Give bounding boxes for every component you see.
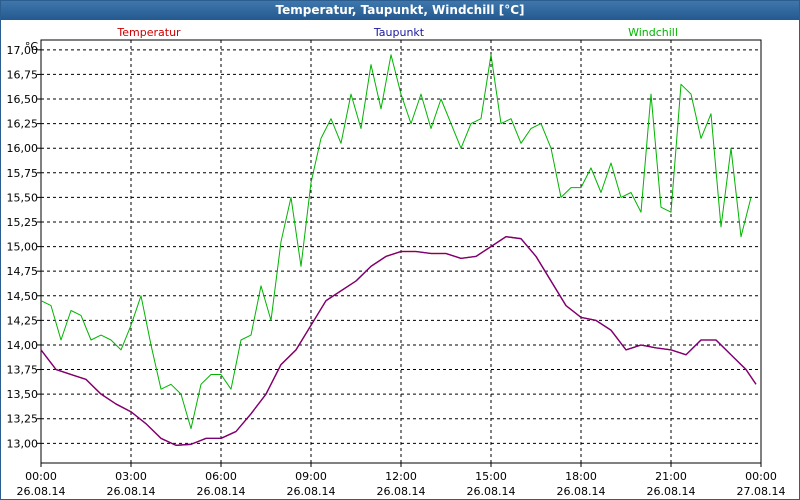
y-tick-label: 13,00 bbox=[7, 437, 39, 450]
legend-windchill: Windchill bbox=[628, 26, 678, 39]
y-tick-label: 13,50 bbox=[7, 388, 39, 401]
legend: Temperatur Taupunkt Windchill bbox=[116, 26, 678, 39]
x-tick-date-label: 26.08.14 bbox=[197, 485, 246, 498]
x-tick-date-label: 26.08.14 bbox=[17, 485, 66, 498]
y-tick-label: 17,00 bbox=[7, 44, 39, 57]
series-line-taupunkt bbox=[40, 236, 757, 446]
legend-temperatur: Temperatur bbox=[116, 26, 181, 39]
axes: 13,00 13,25 13,50 13,75 14,00 14,25 14,50 14,75… bbox=[7, 40, 786, 498]
y-tick-label: 15,00 bbox=[7, 241, 39, 254]
y-tick-label: 16,75 bbox=[7, 68, 39, 81]
x-tick-date-label: 26.08.14 bbox=[107, 485, 156, 498]
x-tick-date-label: 26.08.14 bbox=[377, 485, 426, 498]
y-tick-label: 16,50 bbox=[7, 93, 39, 106]
y-tick-label: 16,25 bbox=[7, 118, 39, 131]
series-line-windchill bbox=[40, 54, 752, 430]
y-tick-label: 13,75 bbox=[7, 364, 39, 377]
x-tick-time-label: 03:00 bbox=[115, 470, 147, 483]
y-tick-label: 14,75 bbox=[7, 265, 39, 278]
x-tick-time-label: 00:00 bbox=[25, 470, 57, 483]
y-axis-unit-label: °C bbox=[25, 40, 39, 53]
x-tick-time-label: 06:00 bbox=[205, 470, 237, 483]
x-tick-date-label: 26.08.14 bbox=[647, 485, 696, 498]
x-tick-time-label: 00:00 bbox=[745, 470, 777, 483]
series-line-temperatur bbox=[40, 236, 757, 446]
y-tick-label: 15,50 bbox=[7, 191, 39, 204]
x-tick-date-label: 26.08.14 bbox=[467, 485, 516, 498]
y-tick-label: 13,25 bbox=[7, 413, 39, 426]
x-tick-time-label: 15:00 bbox=[475, 470, 507, 483]
x-tick-time-label: 09:00 bbox=[295, 470, 327, 483]
window-title: Temperatur, Taupunkt, Windchill [°C] bbox=[1, 1, 799, 20]
line-chart: 13,00 13,25 13,50 13,75 14,00 14,25 14,50 14,75… bbox=[7, 26, 786, 498]
y-tick-label: 15,75 bbox=[7, 167, 39, 180]
y-tick-label: 14,25 bbox=[7, 314, 39, 327]
x-tick-date-label: 26.08.14 bbox=[287, 485, 336, 498]
y-tick-label: 16,00 bbox=[7, 142, 39, 155]
x-tick-date-label: 27.08.14 bbox=[737, 485, 786, 498]
y-tick-label: 14,50 bbox=[7, 290, 39, 303]
y-tick-label: 14,00 bbox=[7, 339, 39, 352]
legend-taupunkt: Taupunkt bbox=[373, 26, 425, 39]
x-tick-time-label: 12:00 bbox=[385, 470, 417, 483]
series-lines bbox=[40, 54, 757, 446]
x-tick-time-label: 18:00 bbox=[565, 470, 597, 483]
x-tick-date-label: 26.08.14 bbox=[557, 485, 606, 498]
x-tick-time-label: 21:00 bbox=[655, 470, 687, 483]
y-tick-label: 15,25 bbox=[7, 216, 39, 229]
